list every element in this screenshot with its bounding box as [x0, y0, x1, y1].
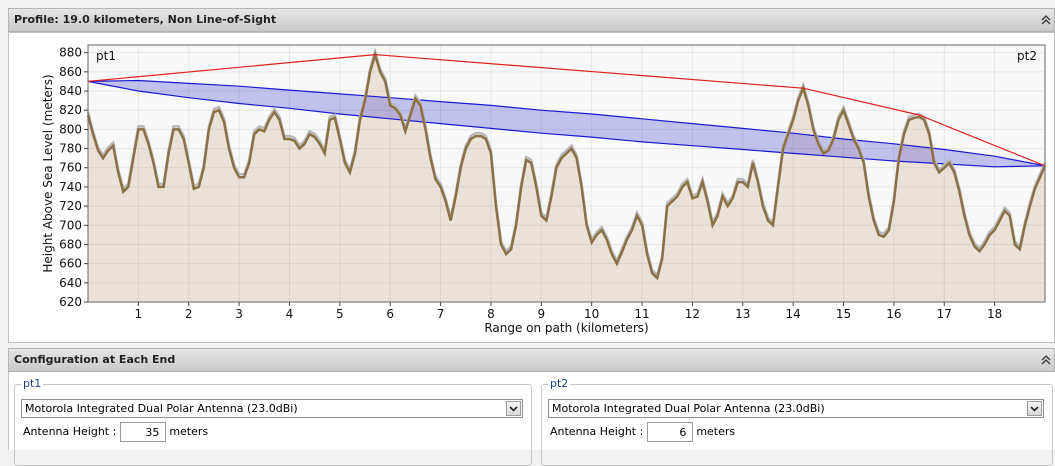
x-tick-label: 7	[437, 307, 445, 321]
line-of-sight	[87, 53, 1046, 167]
x-tick-label: 11	[634, 307, 649, 321]
height-row: Antenna Height :6 meters	[550, 422, 735, 444]
antenna-select[interactable]: Motorola Integrated Dual Polar Antenna (…	[548, 399, 1044, 418]
x-tick-label: 16	[886, 307, 901, 321]
plot-frame	[87, 44, 1046, 303]
fresnel-lower	[87, 80, 1046, 168]
height-label: Antenna Height :	[550, 425, 644, 438]
end-fieldset: pt2 Motorola Integrated Dual Polar Anten…	[541, 377, 1053, 466]
x-tick-label: 14	[786, 307, 801, 321]
config-title: Configuration at Each End	[14, 353, 176, 366]
y-tick-label: 820	[59, 103, 82, 117]
fieldset-legend: pt2	[548, 377, 571, 390]
select-text: Motorola Integrated Dual Polar Antenna (…	[552, 402, 825, 415]
y-tick-label: 800	[59, 122, 82, 136]
arrow-icon	[509, 406, 518, 412]
y-tick-label: 700	[59, 218, 82, 232]
y-tick-label: 840	[59, 84, 82, 98]
height-input[interactable]: 35	[120, 422, 167, 442]
y-tick-label: 880	[59, 46, 82, 60]
chart-panel: 620 640 660 680 700 720 740 760 780 800 820 840 860 8…	[8, 32, 1055, 343]
arrow-icon	[1030, 406, 1039, 412]
height-input[interactable]: 6	[647, 422, 694, 442]
y-tick-label: 720	[59, 199, 82, 213]
terrain-area	[88, 54, 1045, 302]
select-text: Motorola Integrated Dual Polar Antenna (…	[25, 402, 298, 415]
fresnel-upper	[87, 79, 1046, 167]
fieldset-legend: pt1	[21, 377, 44, 390]
chart: 620 640 660 680 700 720 740 760 780 800 820 840 860 8…	[41, 44, 1047, 335]
y-tick-label: 660	[59, 257, 82, 271]
x-tick-label: 9	[537, 307, 545, 321]
x-tick-label: 12	[685, 307, 700, 321]
y-tick-label: 740	[59, 180, 82, 194]
terrain-line	[86, 50, 1047, 281]
height-unit: meters	[696, 425, 736, 438]
x-tick-label: 13	[735, 307, 750, 321]
y-axis-label: Height Above Sea Level (meters)	[41, 74, 55, 272]
x-tick-label: 5	[336, 307, 344, 321]
y-tick-label: 760	[59, 161, 82, 175]
select-button[interactable]	[1027, 401, 1042, 416]
profile-title: Profile: 19.0 kilometers, Non Line-of-Si…	[14, 13, 277, 26]
antenna-select[interactable]: Motorola Integrated Dual Polar Antenna (…	[21, 399, 523, 418]
x-tick-label: 18	[987, 307, 1002, 321]
collapse-icon[interactable]	[1040, 13, 1052, 25]
x-tick-label: 15	[836, 307, 851, 321]
y-tick-label: 680	[59, 237, 82, 251]
y-tick-label: 620	[59, 295, 82, 309]
x-tick-label: 1	[135, 307, 143, 321]
x-tick-label: 6	[386, 307, 394, 321]
annotation: pt1	[96, 49, 116, 63]
fresnel-zone	[88, 80, 1045, 167]
x-tick-label: 10	[584, 307, 599, 321]
x-tick-label: 17	[937, 307, 952, 321]
y-tick-label: 860	[59, 65, 82, 79]
profile-header: Profile: 19.0 kilometers, Non Line-of-Si…	[8, 8, 1055, 32]
page: Profile: 19.0 kilometers, Non Line-of-Si…	[8, 8, 1055, 466]
config-header: Configuration at Each End	[8, 348, 1055, 372]
x-tick-label: 2	[185, 307, 193, 321]
y-tick-label: 640	[59, 276, 82, 290]
x-tick-label: 4	[286, 307, 294, 321]
config-panel: pt1 Motorola Integrated Dual Polar Anten…	[8, 372, 1055, 466]
height-row: Antenna Height :35 meters	[23, 422, 208, 444]
annotation: pt2	[1017, 49, 1037, 63]
y-tick-label: 780	[59, 142, 82, 156]
height-label: Antenna Height :	[23, 425, 117, 438]
x-tick-label: 8	[487, 307, 495, 321]
end-fieldset: pt1 Motorola Integrated Dual Polar Anten…	[14, 377, 532, 466]
x-axis-label: Range on path (kilometers)	[484, 321, 648, 335]
collapse-icon[interactable]	[1040, 353, 1052, 365]
x-tick-label: 3	[235, 307, 243, 321]
select-button[interactable]	[506, 401, 521, 416]
height-unit: meters	[169, 425, 209, 438]
